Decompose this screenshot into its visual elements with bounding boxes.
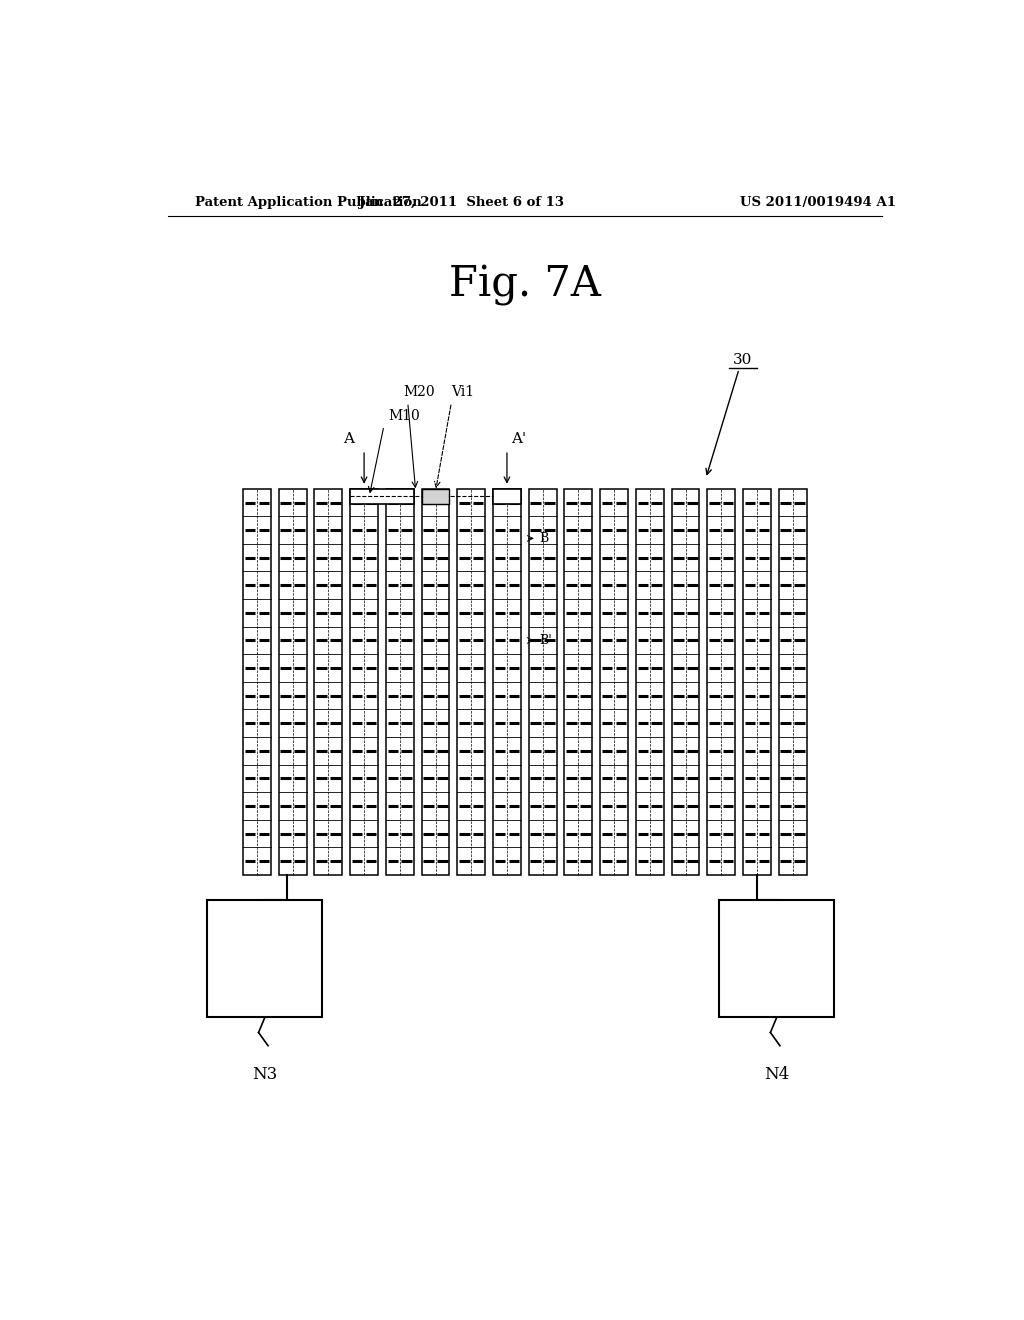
Text: A: A <box>344 432 354 446</box>
Bar <box>743 488 771 875</box>
Text: B: B <box>539 532 549 545</box>
Bar <box>279 488 306 875</box>
Text: 30: 30 <box>733 352 753 367</box>
Text: B': B' <box>539 634 552 647</box>
Text: M10: M10 <box>388 409 420 422</box>
Bar <box>564 488 592 875</box>
Text: A': A' <box>511 432 526 446</box>
Bar <box>314 488 342 875</box>
Bar <box>422 488 450 875</box>
Bar <box>600 488 628 875</box>
Text: N3: N3 <box>252 1067 278 1082</box>
Bar <box>778 488 807 875</box>
Bar <box>386 488 414 875</box>
Bar <box>719 900 835 1018</box>
Text: Vi1: Vi1 <box>452 385 474 399</box>
Bar <box>493 488 521 504</box>
Bar <box>243 488 271 875</box>
Bar <box>636 488 664 875</box>
Text: Jan. 27, 2011  Sheet 6 of 13: Jan. 27, 2011 Sheet 6 of 13 <box>358 195 564 209</box>
Text: US 2011/0019494 A1: US 2011/0019494 A1 <box>740 195 896 209</box>
Bar <box>350 488 414 504</box>
Bar <box>458 488 485 875</box>
Bar <box>422 488 450 504</box>
Bar <box>708 488 735 875</box>
Bar <box>528 488 557 875</box>
Text: Fig. 7A: Fig. 7A <box>449 264 601 306</box>
Text: N4: N4 <box>764 1067 790 1082</box>
Bar <box>672 488 699 875</box>
Bar <box>493 488 521 875</box>
Bar <box>207 900 323 1018</box>
Bar <box>350 488 378 875</box>
Text: Patent Application Publication: Patent Application Publication <box>196 195 422 209</box>
Text: M20: M20 <box>403 385 435 399</box>
